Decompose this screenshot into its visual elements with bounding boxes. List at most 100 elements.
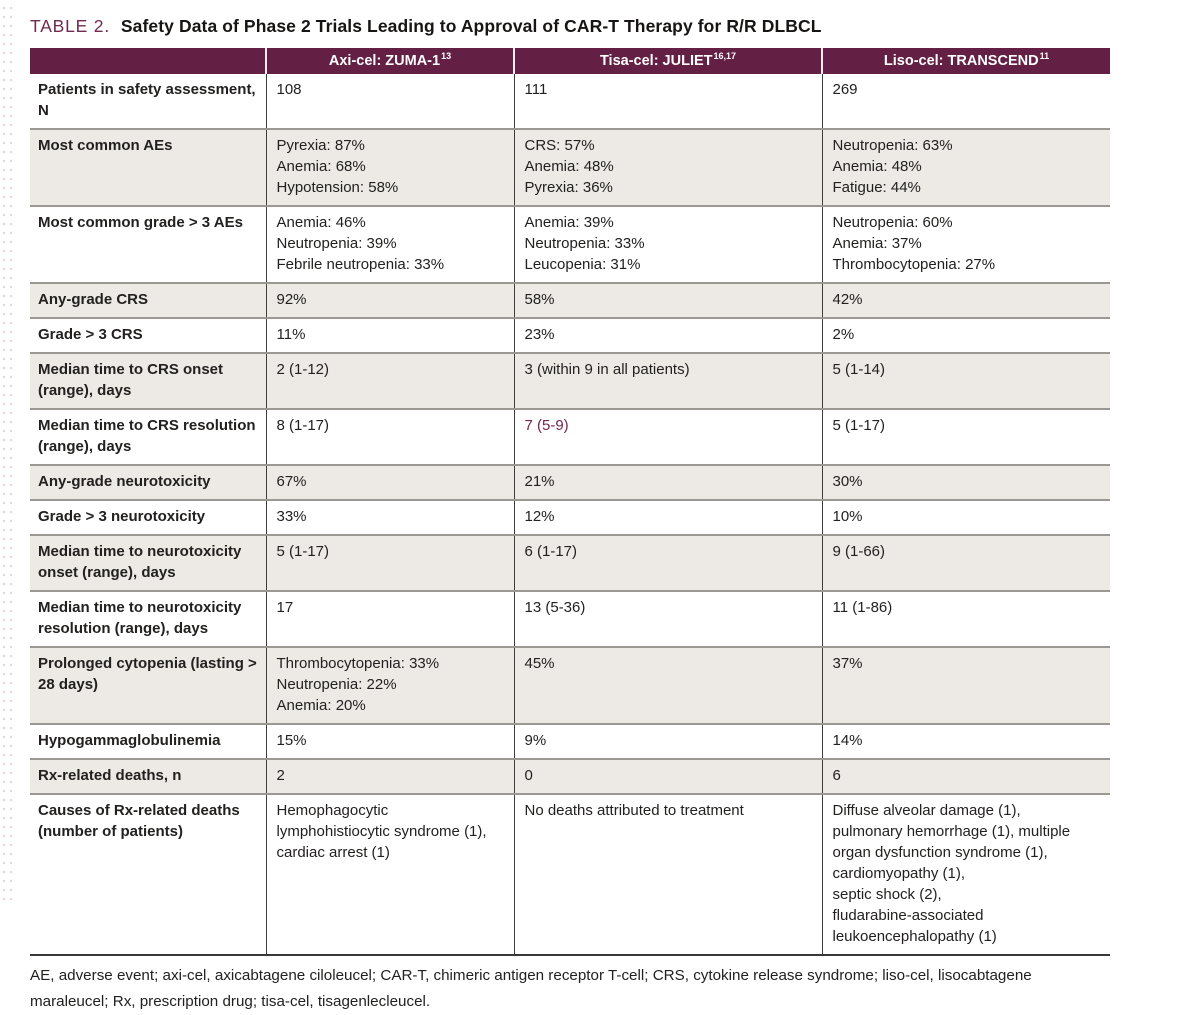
table-cell: CRS: 57% Anemia: 48% Pyrexia: 36%: [513, 128, 822, 206]
table-cell: 10%: [821, 499, 1110, 535]
table-row: Median time to neurotoxicity onset (rang…: [30, 534, 1110, 591]
page-edge-texture: [2, 6, 12, 906]
row-label: Patients in safety assessment, N: [38, 81, 256, 119]
table-row: Most common grade > 3 AEs Anemia: 46% Neut…: [30, 205, 1110, 283]
cell-line: Neutropenia: 63%: [832, 137, 953, 154]
table-cell: Thrombocytopenia: 33% Neutropenia: 22% Ane…: [265, 646, 514, 724]
cell-line: 11 (1-86): [832, 599, 893, 616]
header-row: Axi-cel: ZUMA-113 Tisa-cel: JULIET16,17 …: [30, 48, 1110, 74]
cell-line: 33%: [276, 508, 307, 525]
table-row: Any-grade CRS 92% 58% 42%: [30, 282, 1110, 318]
cell-line: Anemia: 68%: [276, 158, 366, 175]
cell-line: 6: [832, 767, 841, 784]
table-body: Patients in safety assessment, N 108 111 26…: [30, 74, 1110, 955]
cell-line: Neutropenia: 33%: [524, 235, 645, 252]
cell-line: Anemia: 48%: [832, 158, 922, 175]
table-row: Any-grade neurotoxicity 67% 21% 30%: [30, 464, 1110, 500]
header-tisa-cel-superscript: 16,17: [713, 51, 737, 62]
cell-line: Anemia: 46%: [276, 214, 366, 231]
table-cell: 2%: [821, 317, 1110, 353]
cell-line: septic shock (2),: [832, 886, 942, 903]
header-axi-cel: Axi-cel: ZUMA-113: [265, 48, 514, 74]
cell-line: Hypotension: 58%: [276, 179, 399, 196]
table-cell: Neutropenia: 60% Anemia: 37% Thrombocytope…: [821, 205, 1110, 283]
cell-line: Fatigue: 44%: [832, 179, 921, 196]
cell-line: 15%: [276, 732, 307, 749]
header-tisa-cel-label: Tisa-cel: JULIET: [599, 53, 713, 69]
cell-line: leukoencephalopathy (1): [832, 928, 997, 945]
cell-line: 5 (1-17): [832, 417, 886, 434]
table-cell: 14%: [821, 723, 1110, 759]
cell-line: 37%: [832, 655, 863, 672]
table-cell: Anemia: 46% Neutropenia: 39% Febrile neutr…: [265, 205, 514, 283]
table-cell: Neutropenia: 63% Anemia: 48% Fatigue: 44%: [821, 128, 1110, 206]
table-cell: 6 (1-17): [513, 534, 822, 591]
table-cell: 5 (1-17): [265, 534, 514, 591]
table-cell: 9%: [513, 723, 822, 759]
header-liso-cel-label: Liso-cel: TRANSCEND: [883, 53, 1039, 69]
cell-line: 12%: [524, 508, 555, 525]
table-cell: 15%: [265, 723, 514, 759]
cell-line: Pyrexia: 36%: [524, 179, 613, 196]
table-cell: 111: [513, 74, 822, 129]
table-row: Rx-related deaths, n 2 0 6: [30, 758, 1110, 794]
row-label: Grade > 3 neurotoxicity: [30, 499, 266, 535]
table-cell: Pyrexia: 87% Anemia: 68% Hypotension: 58%: [265, 128, 514, 206]
table-cell: 2 (1-12): [265, 352, 514, 409]
cell-line: 13 (5-36): [524, 599, 586, 616]
page: TABLE 2. Safety Data of Phase 2 Trials L…: [30, 14, 1112, 1015]
row-label: Median time to CRS onset (range), days: [30, 352, 266, 409]
table-row: Prolonged cytopenia (lasting > 28 days) T…: [30, 646, 1110, 724]
cell-line: 0: [524, 767, 533, 784]
header-tisa-cel: Tisa-cel: JULIET16,17: [513, 48, 822, 74]
table-row: Causes of Rx-related deaths (number of p…: [30, 793, 1110, 955]
cell-line: Hemophagocytic: [276, 802, 389, 819]
cell-line: cardiac arrest (1): [276, 844, 390, 861]
cell-line: pulmonary hemorrhage (1), multiple: [832, 823, 1071, 840]
table-cell: 67%: [265, 464, 514, 500]
table-cell: 9 (1-66): [821, 534, 1110, 591]
cell-line: 17: [276, 599, 294, 616]
cell-line: Febrile neutropenia: 33%: [276, 256, 445, 273]
table-title-text: Safety Data of Phase 2 Trials Leading to…: [120, 16, 822, 36]
cell-line: 269: [832, 81, 858, 98]
cell-line: 11%: [276, 326, 306, 343]
header-empty-cell: [30, 48, 266, 74]
row-label: Median time to CRS resolution (range), d…: [30, 408, 266, 465]
header-axi-cel-label: Axi-cel: ZUMA-1: [328, 53, 441, 69]
cell-line: Neutropenia: 39%: [276, 235, 397, 252]
cell-line: 30%: [832, 473, 863, 490]
table-title: TABLE 2. Safety Data of Phase 2 Trials L…: [30, 14, 1112, 38]
table-row: Most common AEs Pyrexia: 87% Anemia: 68% Hy…: [30, 128, 1110, 206]
table-cell: 21%: [513, 464, 822, 500]
cell-line: cardiomyopathy (1),: [832, 865, 966, 882]
cell-line: Neutropenia: 22%: [276, 676, 397, 693]
cell-line: 23%: [524, 326, 555, 343]
table-cell: 269: [821, 74, 1110, 129]
cell-line: 2: [276, 767, 285, 784]
cell-line: fludarabine-associated: [832, 907, 984, 924]
cell-line: Neutropenia: 60%: [832, 214, 953, 231]
cell-line: 7 (5-9): [524, 417, 569, 434]
safety-data-table: Axi-cel: ZUMA-113 Tisa-cel: JULIET16,17 …: [30, 48, 1110, 956]
table-header: Axi-cel: ZUMA-113 Tisa-cel: JULIET16,17 …: [30, 48, 1110, 74]
table-cell: 45%: [513, 646, 822, 724]
table-cell: 11 (1-86): [821, 590, 1110, 647]
row-label: Causes of Rx-related deaths (number of p…: [30, 793, 266, 955]
table-cell: 92%: [265, 282, 514, 318]
table-row: Patients in safety assessment, N 108 111 26…: [30, 74, 1110, 129]
table-number-label: TABLE 2.: [30, 16, 110, 36]
row-label: Median time to neurotoxicity resolution …: [30, 590, 266, 647]
cell-line: 2%: [832, 326, 855, 343]
cell-line: 9 (1-66): [832, 543, 886, 560]
footnote: AE, adverse event; axi-cel, axicabtagene…: [30, 967, 1032, 1010]
table-cell: 5 (1-14): [821, 352, 1110, 409]
cell-line: Anemia: 39%: [524, 214, 614, 231]
cell-line: 92%: [276, 291, 307, 308]
row-label: Any-grade CRS: [30, 282, 266, 318]
table-cell: 11%: [265, 317, 514, 353]
row-label: Any-grade neurotoxicity: [30, 464, 266, 500]
table-cell: Anemia: 39% Neutropenia: 33% Leucopenia: 3…: [513, 205, 822, 283]
table-cell: 8 (1-17): [265, 408, 514, 465]
row-label: Hypogammaglobulinemia: [30, 723, 266, 759]
